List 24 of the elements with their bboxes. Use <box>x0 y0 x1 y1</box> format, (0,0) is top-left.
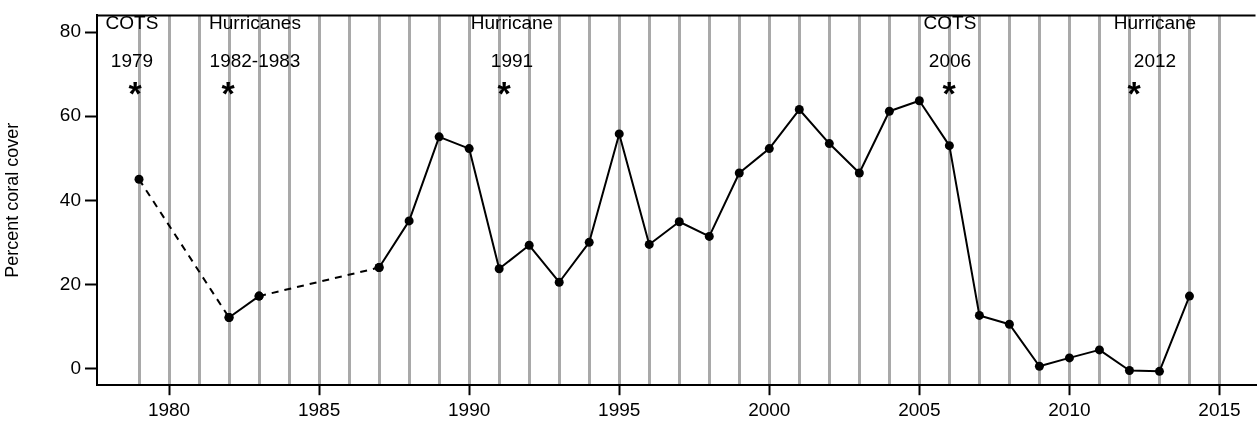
x-tick-label: 1995 <box>598 398 641 420</box>
annotation: COTS 1979 <box>105 12 159 72</box>
y-tick-label: 40 <box>59 188 81 210</box>
y-tick-label: 80 <box>59 20 81 42</box>
y-tick-label: 60 <box>59 104 81 126</box>
annotation: COTS 2006 <box>923 12 977 72</box>
x-tick-label: 2000 <box>748 398 791 420</box>
y-tick-label: 0 <box>70 356 81 378</box>
x-tick-label: 1980 <box>147 398 191 420</box>
x-tick-label: 2005 <box>898 398 941 420</box>
x-tick-label: 2010 <box>1048 398 1091 420</box>
annotation: Hurricane 1991 <box>470 12 554 72</box>
annotation: Hurricane 2012 <box>1113 12 1197 72</box>
x-tick-label: 1985 <box>297 398 341 420</box>
annotation: * <box>942 74 957 113</box>
y-axis-title: Percent coral cover <box>1 122 22 278</box>
annotation: * <box>221 74 236 113</box>
x-tick-label: 1990 <box>448 398 491 420</box>
y-tick-label: 20 <box>59 272 81 294</box>
annotation: * <box>1127 74 1142 113</box>
x-tick-label: 2015 <box>1198 398 1241 420</box>
annotation: * <box>128 74 143 113</box>
annotation: * <box>497 74 512 113</box>
annotation: Hurricanes 1982-1983 <box>209 12 301 72</box>
